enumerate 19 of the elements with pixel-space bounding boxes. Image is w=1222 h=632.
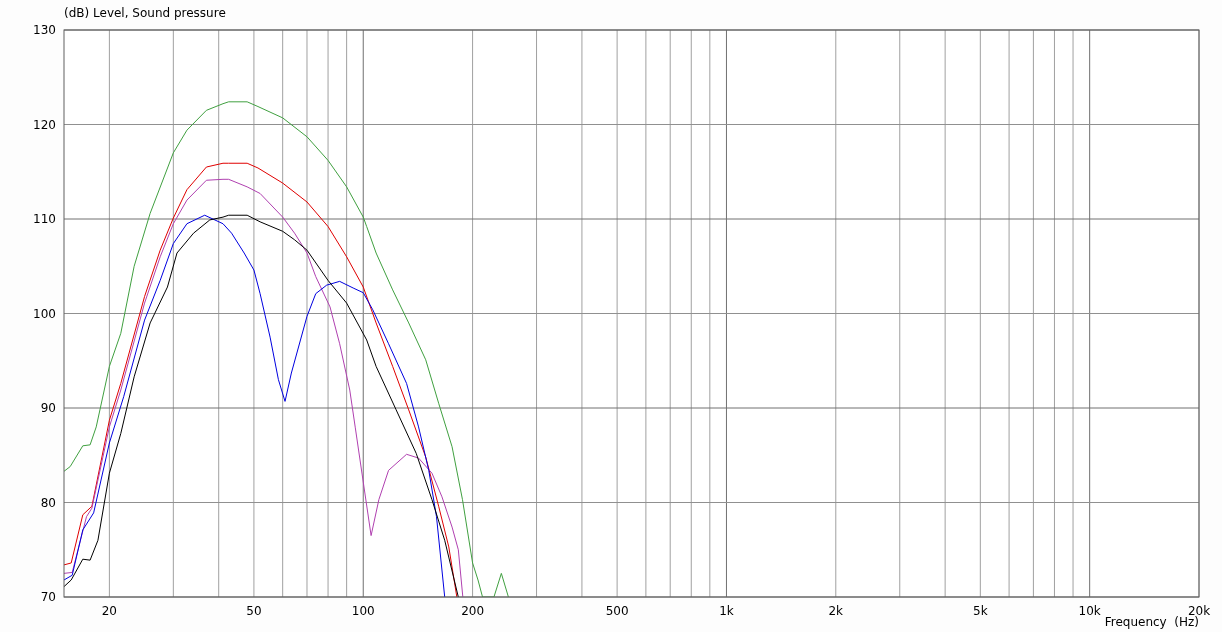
x-tick-label: 20k bbox=[1187, 604, 1211, 618]
y-axis-title: (dB) Level, Sound pressure bbox=[64, 6, 226, 20]
x-tick-label: 50 bbox=[246, 604, 262, 618]
y-tick-label: 100 bbox=[33, 306, 56, 321]
y-tick-label: 130 bbox=[33, 23, 56, 37]
x-tick-label: 1k bbox=[719, 604, 734, 618]
x-tick-label: 500 bbox=[605, 604, 629, 618]
y-tick-label: 70 bbox=[40, 590, 56, 604]
x-tick-label: 5k bbox=[973, 604, 988, 618]
x-tick-label: 100 bbox=[351, 604, 375, 618]
x-axis-title: Frequency (Hz) bbox=[1104, 615, 1199, 629]
x-tick-label: 200 bbox=[461, 604, 485, 618]
y-tick-label: 120 bbox=[33, 117, 56, 132]
y-tick-label: 110 bbox=[33, 212, 56, 226]
y-tick-label: 80 bbox=[40, 495, 56, 510]
x-tick-label: 2k bbox=[828, 604, 844, 618]
x-tick-label: 20 bbox=[101, 604, 118, 618]
x-tick-label: 10k bbox=[1078, 604, 1101, 618]
y-tick-label: 90 bbox=[40, 401, 56, 415]
